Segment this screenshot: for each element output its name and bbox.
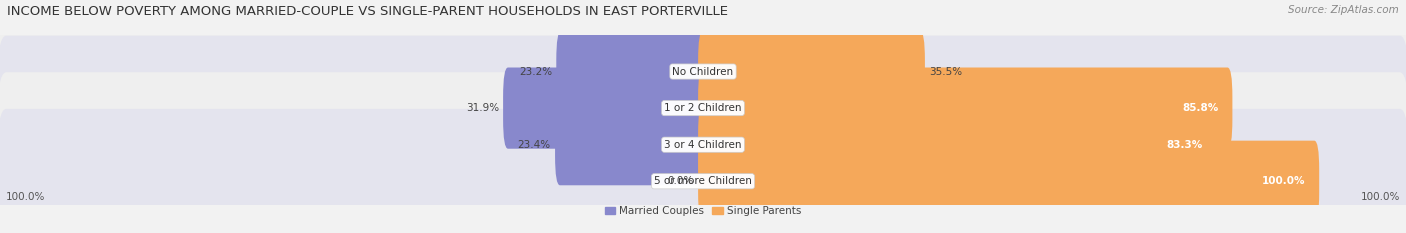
FancyBboxPatch shape [503,68,707,149]
Text: INCOME BELOW POVERTY AMONG MARRIED-COUPLE VS SINGLE-PARENT HOUSEHOLDS IN EAST PO: INCOME BELOW POVERTY AMONG MARRIED-COUPL… [7,5,728,18]
FancyBboxPatch shape [0,36,1406,181]
Text: 0.0%: 0.0% [668,176,693,186]
FancyBboxPatch shape [557,31,707,112]
Text: 23.2%: 23.2% [519,67,553,76]
FancyBboxPatch shape [555,104,707,185]
Text: 100.0%: 100.0% [6,192,45,202]
Text: 5 or more Children: 5 or more Children [654,176,752,186]
Text: 3 or 4 Children: 3 or 4 Children [664,140,742,150]
FancyBboxPatch shape [0,109,1406,233]
Text: 23.4%: 23.4% [517,140,551,150]
Text: 85.8%: 85.8% [1182,103,1219,113]
Text: No Children: No Children [672,67,734,76]
Text: 35.5%: 35.5% [929,67,962,76]
Text: 100.0%: 100.0% [1261,176,1305,186]
FancyBboxPatch shape [699,141,1319,222]
Legend: Married Couples, Single Parents: Married Couples, Single Parents [600,202,806,220]
FancyBboxPatch shape [0,72,1406,217]
FancyBboxPatch shape [699,68,1233,149]
FancyBboxPatch shape [699,31,925,112]
FancyBboxPatch shape [0,0,1406,144]
Text: 100.0%: 100.0% [1361,192,1400,202]
Text: 83.3%: 83.3% [1167,140,1204,150]
FancyBboxPatch shape [699,104,1218,185]
Text: 1 or 2 Children: 1 or 2 Children [664,103,742,113]
Text: Source: ZipAtlas.com: Source: ZipAtlas.com [1288,5,1399,15]
Text: 31.9%: 31.9% [465,103,499,113]
